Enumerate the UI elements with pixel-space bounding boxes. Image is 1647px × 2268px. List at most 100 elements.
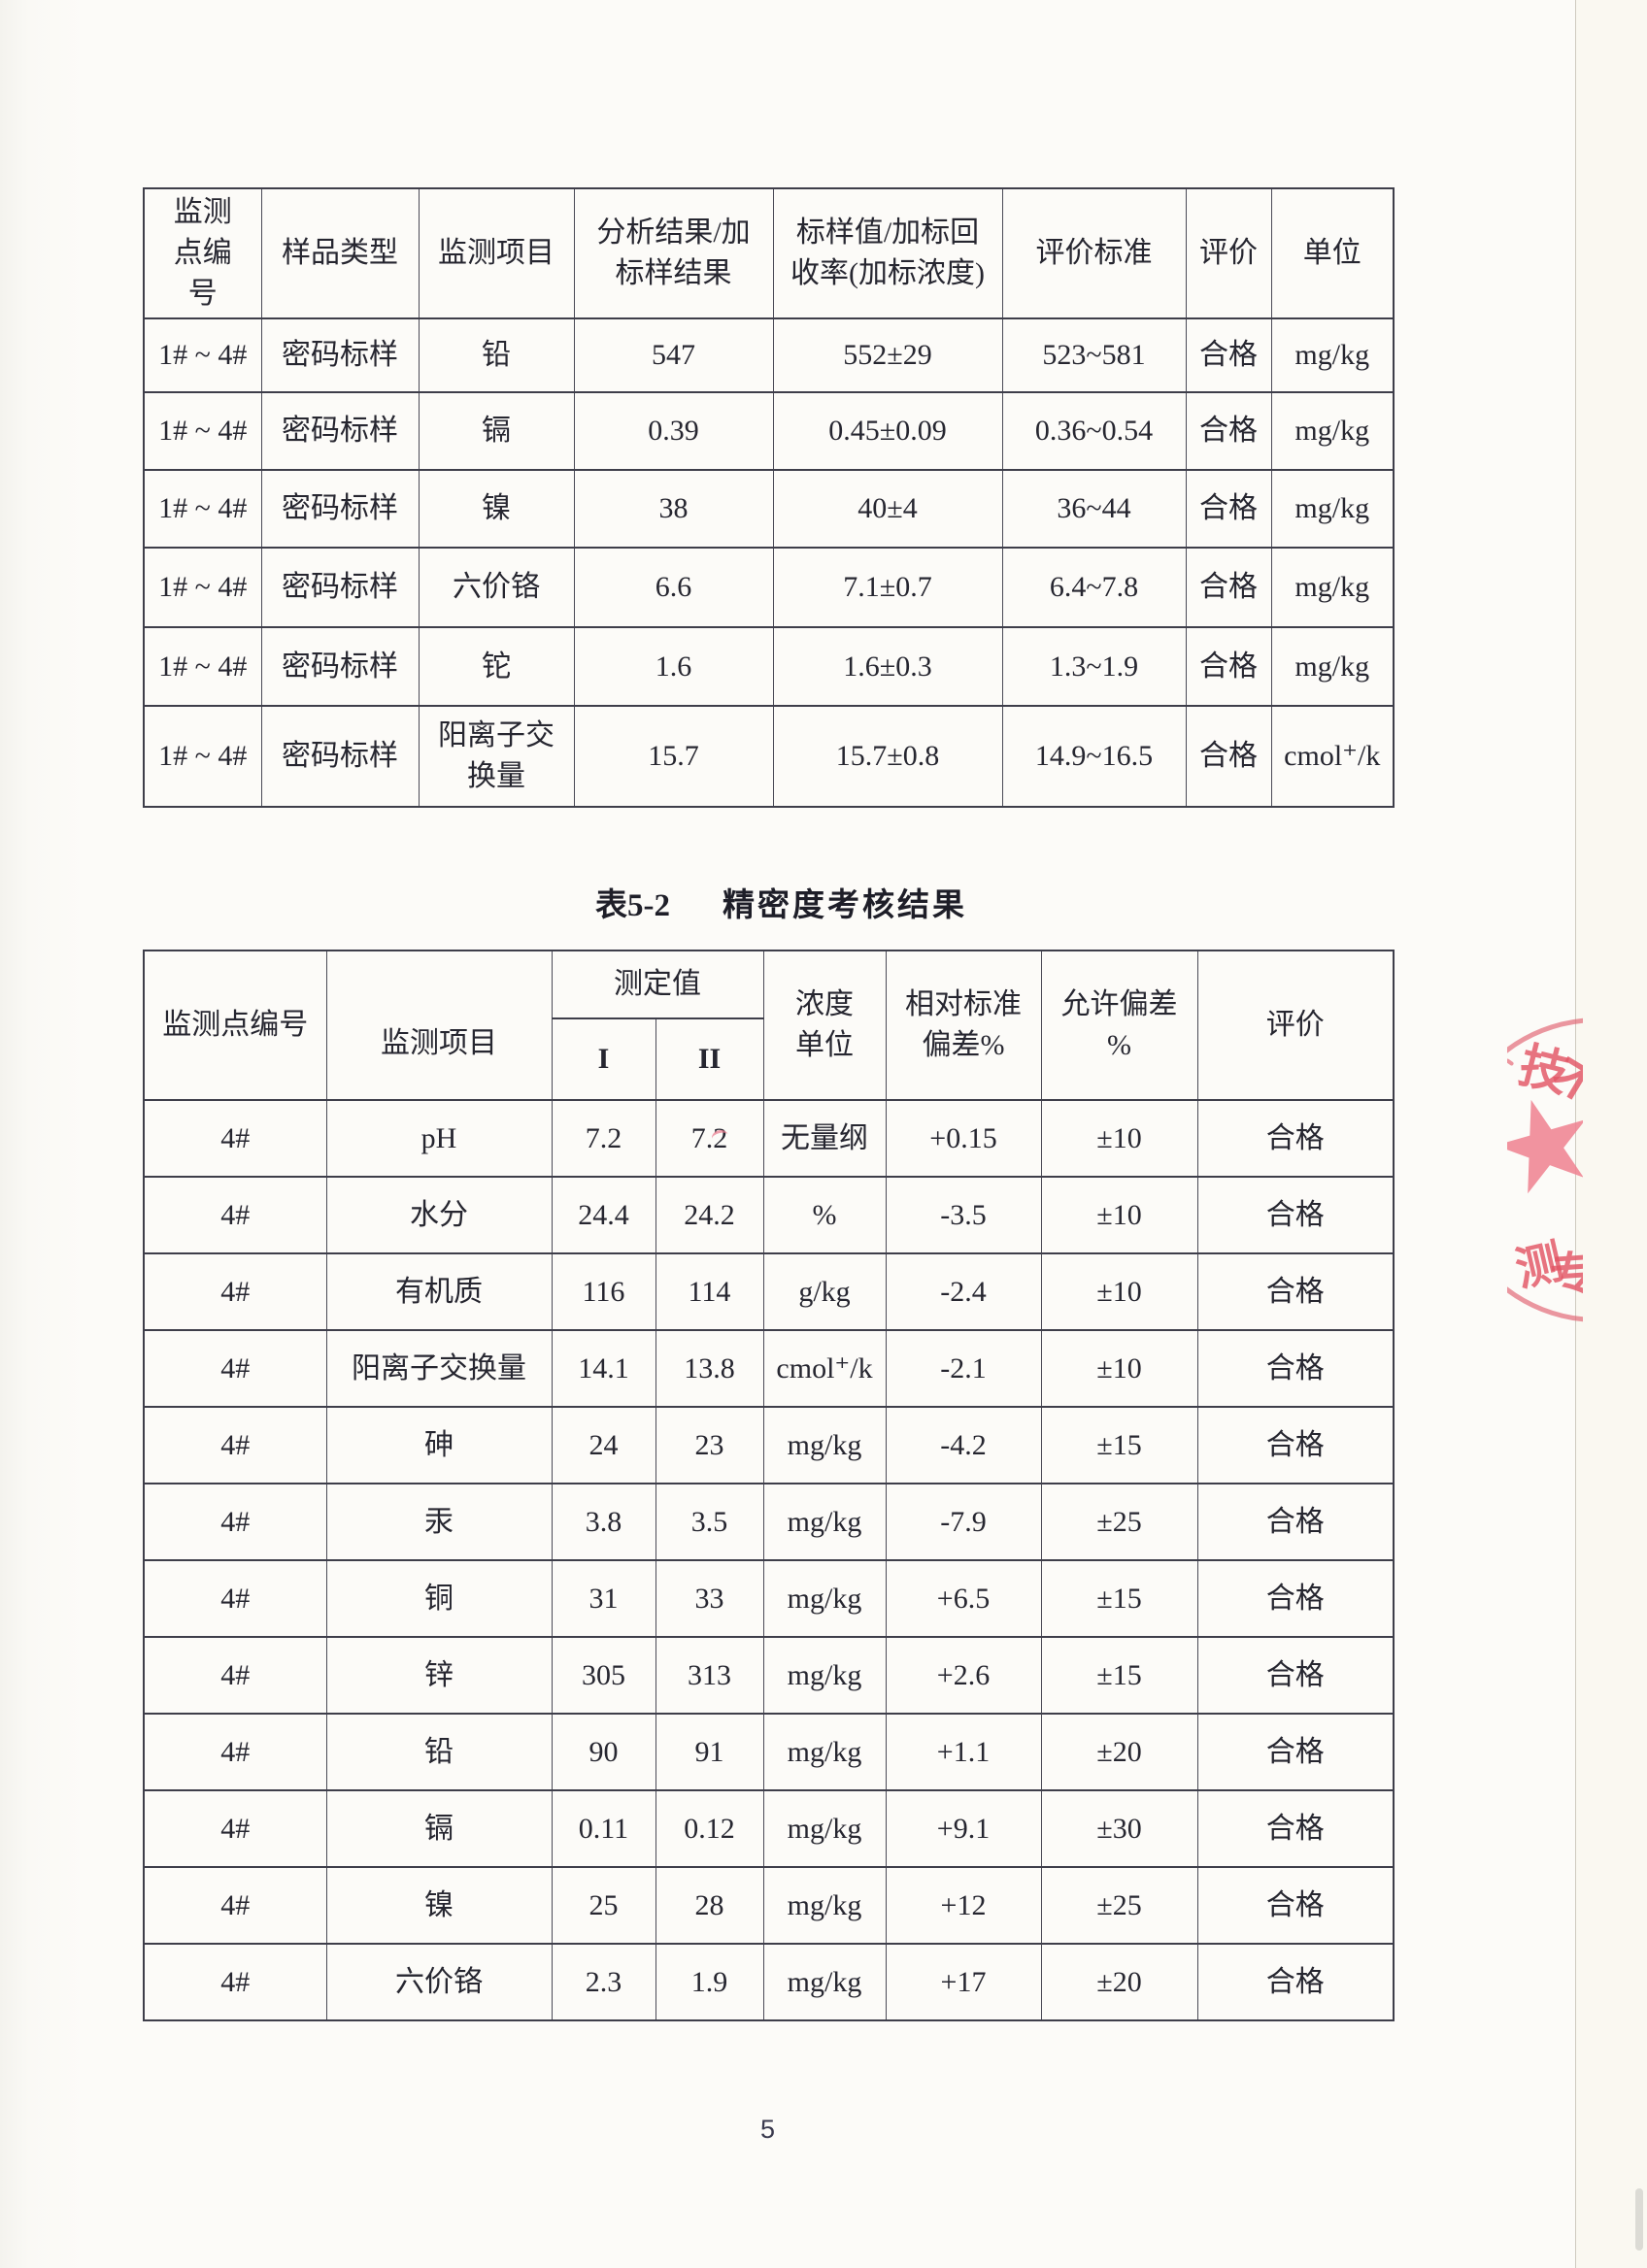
table-cell: 7.1±0.7 (772, 547, 1003, 628)
column-header-point: 监测点编号 (143, 950, 327, 1101)
table-cell: ±25 (1040, 1866, 1198, 1945)
precision-assessment-table: 监测点编号 监测项目 测定值 浓度 单位 相对标准 偏差% 允许偏差 % 评价 … (143, 950, 1395, 2021)
table-cell: 28 (655, 1866, 764, 1945)
table-cell: ±15 (1040, 1636, 1198, 1715)
table-cell: 6.4~7.8 (1001, 547, 1187, 628)
table-header-row: I II (144, 1017, 1394, 1101)
table-cell: -4.2 (885, 1406, 1042, 1484)
table-cell: g/kg (762, 1252, 887, 1331)
table-cell: 阳离子交 换量 (418, 705, 575, 808)
table-row: 4# 有机质 116 114 g/kg -2.4 ±10 合格 (143, 1252, 1395, 1331)
table-cell: 镉 (418, 391, 575, 471)
table-cell: 砷 (325, 1406, 553, 1484)
table-cell: 镍 (418, 469, 575, 549)
table-cell: -7.9 (885, 1483, 1042, 1561)
table-cell: mg/kg (762, 1866, 887, 1945)
table-cell: 4# (143, 1943, 327, 2021)
table-cell: 合格 (1196, 1099, 1395, 1178)
table-cell: ±30 (1040, 1789, 1198, 1868)
column-header-result: 分析结果/加 标样结果 (573, 187, 774, 319)
table-cell: 合格 (1185, 705, 1272, 808)
table-cell: 铅 (325, 1713, 553, 1791)
table-cell: 合格 (1196, 1789, 1395, 1868)
table-cell: 3.5 (655, 1483, 764, 1561)
column-header-evaluation: 评价 (1185, 187, 1272, 319)
table-cell: 31 (551, 1559, 656, 1638)
table-cell: +6.5 (885, 1559, 1042, 1638)
table-cell: ±10 (1040, 1329, 1198, 1408)
table-cell: 116 (551, 1252, 656, 1331)
table-cell: -2.4 (885, 1252, 1042, 1331)
table-cell: 0.12 (655, 1789, 764, 1868)
table-cell: 锌 (325, 1636, 553, 1715)
table-cell: 1.3~1.9 (1001, 626, 1187, 707)
table-cell: +0.15 (885, 1099, 1042, 1178)
column-header-measurement-1: I (551, 1017, 656, 1101)
table-cell: 4# (143, 1099, 327, 1178)
table-cell: pH (325, 1099, 553, 1178)
table-cell: 313 (655, 1636, 764, 1715)
column-header-unit: 单位 (1270, 187, 1395, 319)
table-cell: ±10 (1040, 1252, 1198, 1331)
table-cell: 23 (655, 1406, 764, 1484)
table-cell: 14.9~16.5 (1001, 705, 1187, 808)
table-cell: mg/kg (1270, 626, 1395, 707)
table-cell: +2.6 (885, 1636, 1042, 1715)
table-cell: mg/kg (762, 1789, 887, 1868)
table-cell: 合格 (1196, 1866, 1395, 1945)
table-cell: 523~581 (1001, 317, 1187, 393)
table-cell: ±15 (1040, 1406, 1198, 1484)
table-cell: 合格 (1185, 547, 1272, 628)
table-cell: 15.7 (573, 705, 774, 808)
table-cell: 24 (551, 1406, 656, 1484)
table-cell: 六价铬 (418, 547, 575, 628)
table-cell: 0.45±0.09 (772, 391, 1003, 471)
table-cell: 4# (143, 1713, 327, 1791)
table-row: 1# ~ 4# 密码标样 铅 547 552±29 523~581 合格 mg/… (143, 317, 1395, 393)
table-cell: 0.36~0.54 (1001, 391, 1187, 471)
table-row: 4# 六价铬 2.3 1.9 mg/kg +17 ±20 合格 (143, 1943, 1395, 2021)
table-cell: 13.8 (655, 1329, 764, 1408)
table-cell: 4# (143, 1176, 327, 1254)
table-cell: 14.1 (551, 1329, 656, 1408)
table-cell: 1# ~ 4# (143, 626, 262, 707)
table-cell: 铜 (325, 1559, 553, 1638)
page-number: 5 (759, 2115, 776, 2144)
table-cell: ±10 (1040, 1099, 1198, 1178)
table-cell: 1# ~ 4# (143, 391, 262, 471)
table-row: 4# 汞 3.8 3.5 mg/kg -7.9 ±25 合格 (143, 1483, 1395, 1561)
column-header-measurement-2: II (655, 1017, 764, 1101)
table-cell: mg/kg (762, 1483, 887, 1561)
column-header-unit: 浓度 单位 (762, 950, 887, 1101)
stamp-char: 专 (1548, 1248, 1583, 1303)
table2-caption-text: 精密度考核结果 (723, 888, 967, 923)
table-row: 4# 铜 31 33 mg/kg +6.5 ±15 合格 (143, 1559, 1395, 1638)
star-icon: ★ (1507, 1066, 1583, 1226)
table-cell: mg/kg (762, 1943, 887, 2021)
table-cell: 4# (143, 1406, 327, 1484)
table-cell: 合格 (1185, 317, 1272, 393)
table-cell: 阳离子交换量 (325, 1329, 553, 1408)
table-row: 4# 镉 0.11 0.12 mg/kg +9.1 ±30 合格 (143, 1789, 1395, 1868)
column-header-rsd: 相对标准 偏差% (885, 950, 1042, 1101)
table-cell: % (762, 1176, 887, 1254)
table-cell: 合格 (1185, 391, 1272, 471)
table-cell: 547 (573, 317, 774, 393)
column-header-measured-values: 测定值 (551, 950, 764, 1019)
table-cell: 无量纲 (762, 1099, 887, 1178)
table-row: 1# ~ 4# 密码标样 镍 38 40±4 36~44 合格 mg/kg (143, 469, 1395, 549)
column-header-point: 监测 点编 号 (143, 187, 262, 319)
table-cell: mg/kg (1270, 469, 1395, 549)
table-cell: 合格 (1196, 1943, 1395, 2021)
table-cell: mg/kg (762, 1636, 887, 1715)
table-cell: 合格 (1196, 1483, 1395, 1561)
table-cell: 合格 (1196, 1252, 1395, 1331)
table-cell: -2.1 (885, 1329, 1042, 1408)
table-cell: 3.8 (551, 1483, 656, 1561)
table-cell: ±10 (1040, 1176, 1198, 1254)
table-cell: cmol⁺/k (762, 1329, 887, 1408)
table-cell: -3.5 (885, 1176, 1042, 1254)
table-cell: 6.6 (573, 547, 774, 628)
table-cell: +1.1 (885, 1713, 1042, 1791)
table-cell: 合格 (1196, 1406, 1395, 1484)
